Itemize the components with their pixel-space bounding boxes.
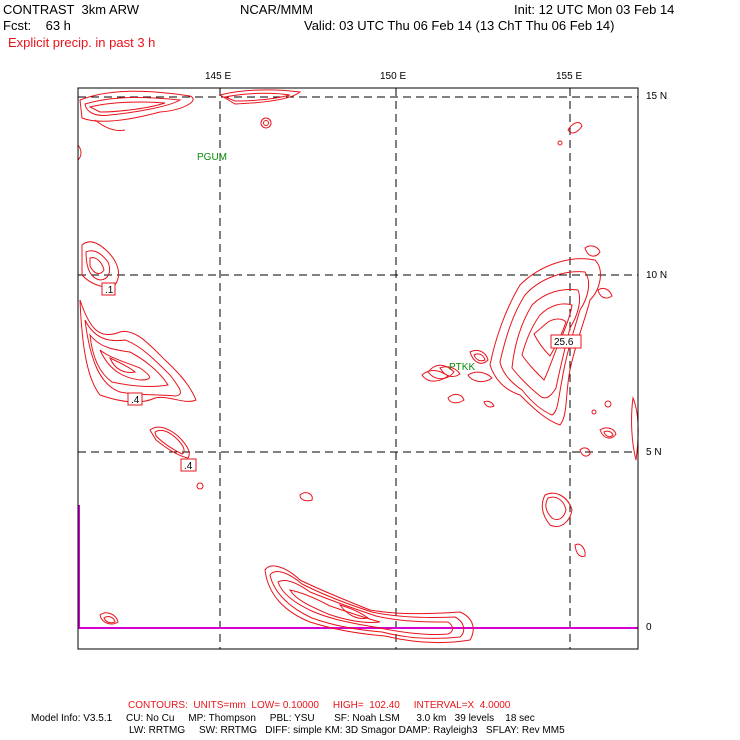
- stations: PGUM PTKK: [197, 152, 475, 373]
- contour-label-text: 25.6: [554, 337, 574, 348]
- contour-label-2: .4: [127, 392, 143, 406]
- contour-label-3: .4: [180, 458, 197, 472]
- lat-label-5n: 5 N: [646, 447, 662, 458]
- lon-label-155: 155 E: [556, 71, 583, 82]
- field-title: Explicit precip. in past 3 h: [8, 35, 156, 50]
- contour-label-text: .4: [184, 461, 193, 472]
- init-time: Init: 12 UTC Mon 03 Feb 14: [514, 2, 675, 17]
- contour-labels: .1 .4 .4 25.6: [101, 282, 582, 472]
- lon-label-145: 145 E: [205, 71, 232, 82]
- lat-label-10n: 10 N: [646, 270, 668, 281]
- lon-label-150: 150 E: [380, 71, 407, 82]
- lat-label-15n: 15 N: [646, 91, 668, 102]
- contour-label-text: .4: [131, 395, 140, 406]
- domain-boundary: [78, 505, 638, 629]
- contour-info: CONTOURS: UNITS=mm LOW= 0.10000 HIGH= 10…: [128, 700, 511, 711]
- forecast-hour: Fcst: 63 h: [3, 18, 71, 33]
- model-title: CONTRAST 3km ARW: [3, 2, 140, 17]
- precip-contours: [77, 89, 639, 643]
- model-info-line1: Model Info: V3.5.1 CU: No Cu MP: Thompso…: [31, 713, 535, 724]
- contour-label-4: 25.6: [550, 334, 582, 349]
- station-label-pgum: PGUM: [197, 152, 227, 163]
- valid-time: Valid: 03 UTC Thu 06 Feb 14 (13 ChT Thu …: [304, 18, 615, 33]
- org-label: NCAR/MMM: [240, 2, 313, 17]
- station-label-ptkk: PTKK: [449, 362, 475, 373]
- model-info-line2: LW: RRTMG SW: RRTMG DIFF: simple KM: 3D …: [129, 725, 565, 736]
- lat-label-0: 0: [646, 622, 652, 633]
- lat-lon-grid: [78, 88, 638, 649]
- contour-label-text: .1: [105, 285, 114, 296]
- map-frame: [77, 87, 639, 650]
- contour-label-1: .1: [101, 282, 116, 296]
